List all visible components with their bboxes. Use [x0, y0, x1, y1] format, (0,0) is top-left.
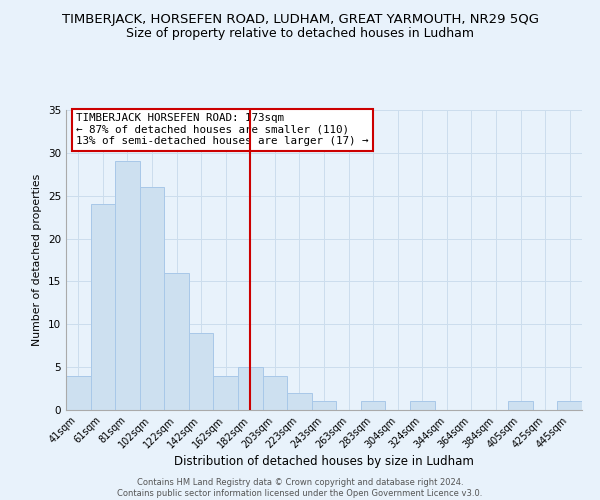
Bar	[164, 273, 189, 410]
Bar	[263, 376, 287, 410]
Text: TIMBERJACK HORSEFEN ROAD: 173sqm
← 87% of detached houses are smaller (110)
13% : TIMBERJACK HORSEFEN ROAD: 173sqm ← 87% o…	[76, 113, 369, 146]
X-axis label: Distribution of detached houses by size in Ludham: Distribution of detached houses by size …	[174, 456, 474, 468]
Bar	[115, 162, 140, 410]
Bar	[312, 402, 336, 410]
Bar	[287, 393, 312, 410]
Bar	[361, 402, 385, 410]
Bar	[140, 187, 164, 410]
Text: Size of property relative to detached houses in Ludham: Size of property relative to detached ho…	[126, 28, 474, 40]
Bar	[91, 204, 115, 410]
Y-axis label: Number of detached properties: Number of detached properties	[32, 174, 43, 346]
Bar	[238, 367, 263, 410]
Text: TIMBERJACK, HORSEFEN ROAD, LUDHAM, GREAT YARMOUTH, NR29 5QG: TIMBERJACK, HORSEFEN ROAD, LUDHAM, GREAT…	[62, 12, 539, 26]
Bar	[214, 376, 238, 410]
Bar	[66, 376, 91, 410]
Bar	[189, 333, 214, 410]
Bar	[557, 402, 582, 410]
Bar	[410, 402, 434, 410]
Bar	[508, 402, 533, 410]
Text: Contains HM Land Registry data © Crown copyright and database right 2024.
Contai: Contains HM Land Registry data © Crown c…	[118, 478, 482, 498]
